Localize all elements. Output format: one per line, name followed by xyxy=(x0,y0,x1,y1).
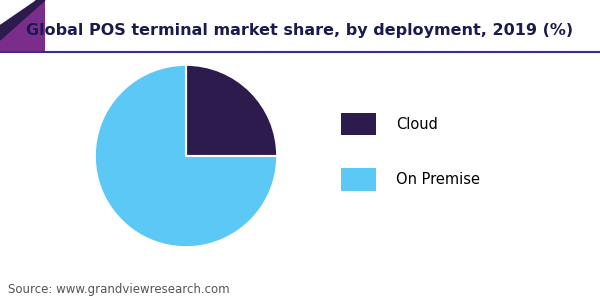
Text: Cloud: Cloud xyxy=(397,116,439,131)
Polygon shape xyxy=(0,0,45,40)
Text: On Premise: On Premise xyxy=(397,172,481,187)
Text: Global POS terminal market share, by deployment, 2019 (%): Global POS terminal market share, by dep… xyxy=(26,22,574,38)
Bar xyxy=(341,168,376,191)
Wedge shape xyxy=(186,65,277,156)
Bar xyxy=(0,0,45,52)
Text: Source: www.grandviewresearch.com: Source: www.grandviewresearch.com xyxy=(8,284,230,296)
Polygon shape xyxy=(0,0,35,24)
Wedge shape xyxy=(95,65,277,247)
Bar xyxy=(341,113,376,135)
